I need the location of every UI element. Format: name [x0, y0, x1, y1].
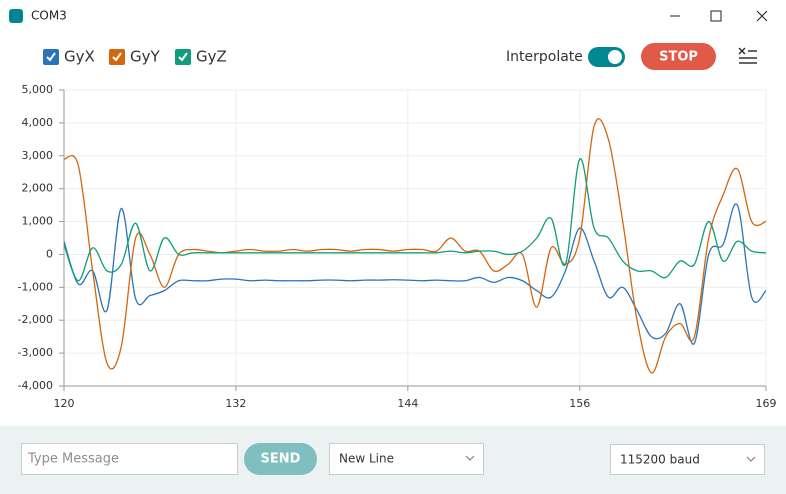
- legend-label: GyY: [130, 48, 161, 66]
- line-ending-select[interactable]: [329, 443, 484, 475]
- x-tick-label: 169: [756, 397, 777, 410]
- legend-label: GyX: [64, 48, 95, 66]
- y-tick-label: 2,000: [22, 182, 54, 195]
- line-ending-value: New Line: [339, 452, 394, 466]
- y-tick-label: 0: [46, 247, 53, 260]
- y-tick-label: 3,000: [22, 149, 54, 162]
- window-title: COM3: [31, 9, 67, 23]
- legend-label: GyZ: [196, 48, 227, 66]
- dropdown-arrow: [746, 456, 756, 462]
- send-button[interactable]: [244, 443, 317, 475]
- stop-label: STOP: [659, 50, 698, 65]
- y-tick-label: -4,000: [18, 379, 53, 392]
- baud-value: 115200 baud: [620, 453, 700, 467]
- maximize-button[interactable]: [710, 10, 722, 22]
- y-tick-label: -1,000: [18, 280, 53, 293]
- x-tick-label: 144: [397, 397, 418, 410]
- y-tick-label: 1,000: [22, 215, 54, 228]
- close-button[interactable]: [756, 10, 768, 22]
- y-tick-label: 4,000: [22, 116, 54, 129]
- message-input[interactable]: [21, 443, 238, 475]
- toggle-knob: [608, 50, 622, 64]
- x-tick-label: 120: [54, 397, 75, 410]
- x-tick-label: 156: [569, 397, 590, 410]
- baud-select[interactable]: [610, 444, 765, 475]
- x-tick-label: 132: [225, 397, 246, 410]
- checkmark: [46, 52, 56, 62]
- series-line: [64, 118, 766, 374]
- checkmark: [112, 52, 122, 62]
- dropdown-arrow: [465, 455, 475, 461]
- interpolate-label: Interpolate: [506, 49, 583, 65]
- app-icon: [9, 9, 23, 23]
- message-placeholder: Type Message: [27, 452, 119, 467]
- checkmark: [178, 52, 188, 62]
- series-line: [64, 158, 766, 282]
- series-line: [64, 203, 766, 345]
- stop-button[interactable]: [641, 43, 716, 70]
- y-tick-label: -2,000: [18, 313, 53, 326]
- menu-button[interactable]: [738, 47, 757, 64]
- send-label: SEND: [261, 452, 301, 467]
- y-tick-label: 5,000: [22, 83, 54, 96]
- y-tick-label: -3,000: [18, 346, 53, 359]
